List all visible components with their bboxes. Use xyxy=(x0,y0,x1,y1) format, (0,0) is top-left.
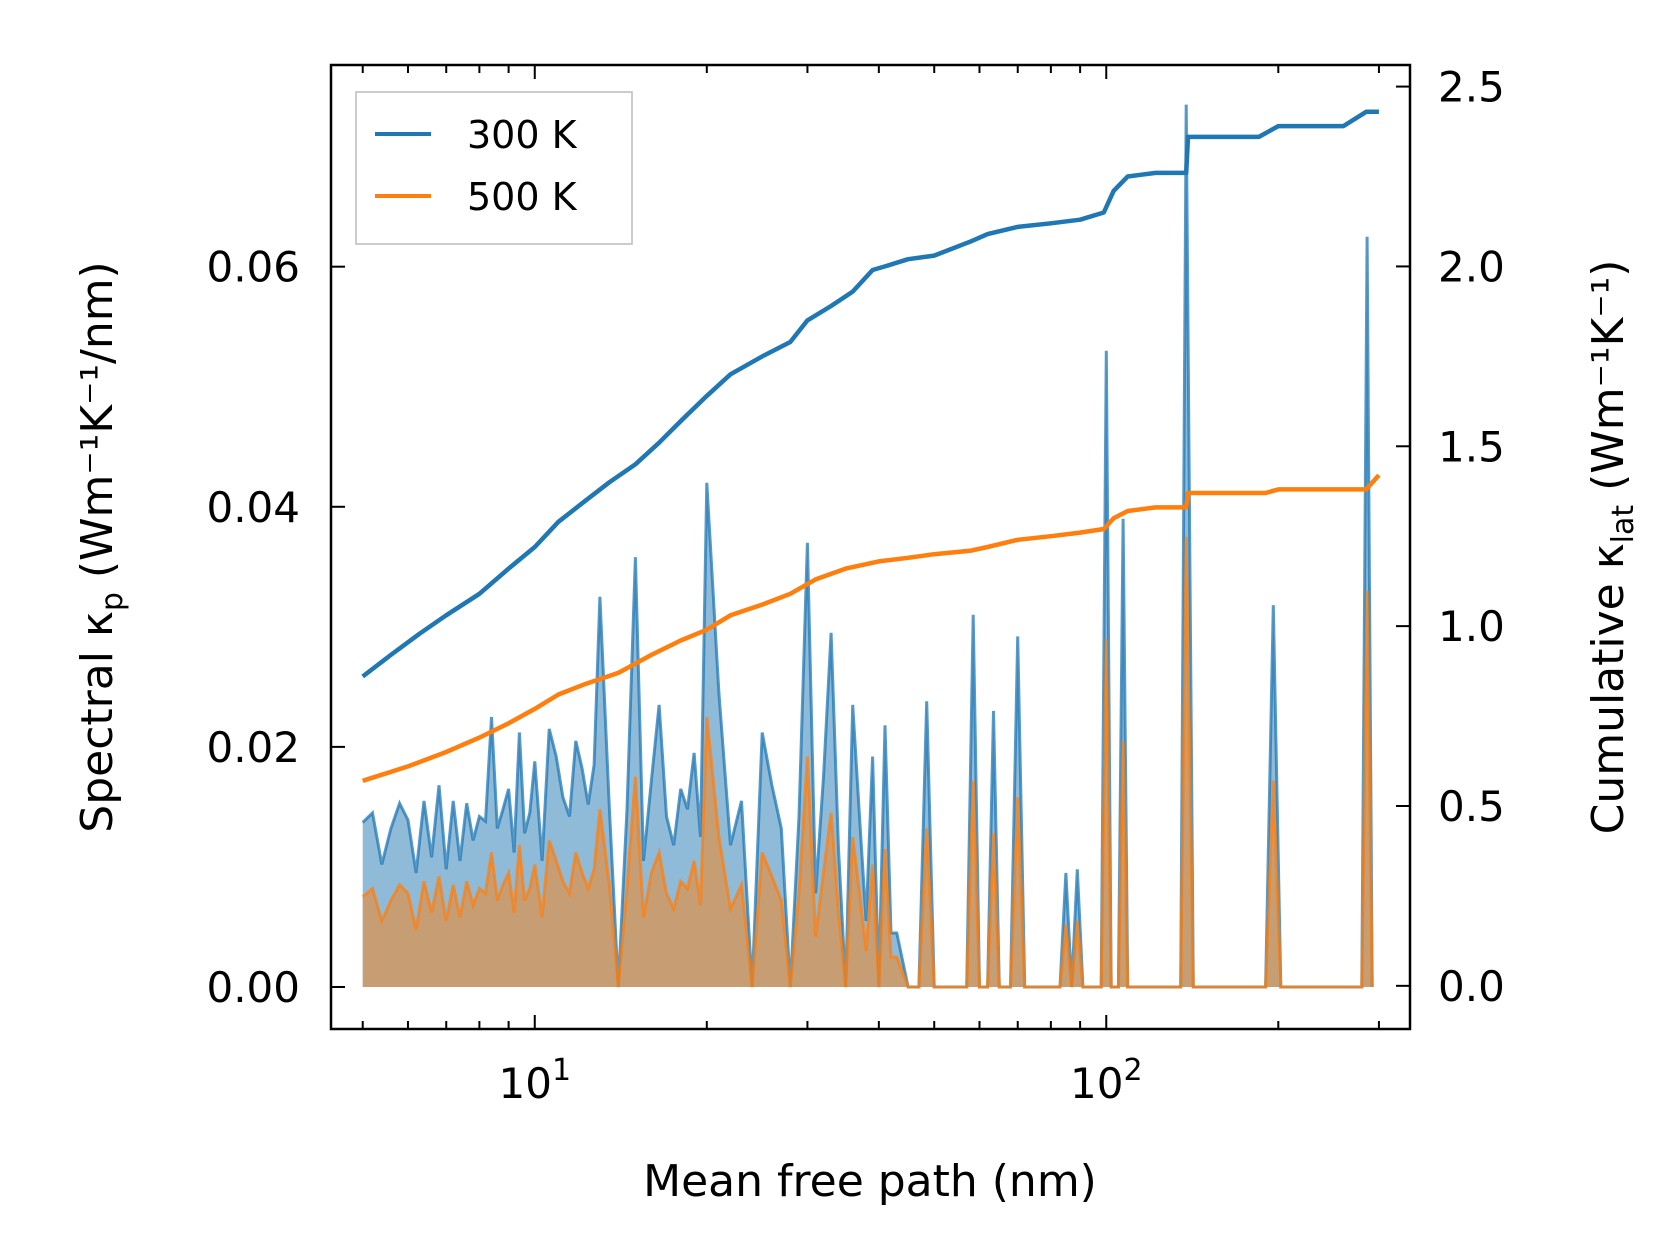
right-axis-title-sub: lat xyxy=(1606,505,1641,544)
left-axis-title-sub: p xyxy=(95,592,130,611)
y-right-tick-label: 1.0 xyxy=(1438,602,1505,651)
y-right-tick-label: 0.5 xyxy=(1438,782,1505,831)
spectral-area-500-k-spectral xyxy=(362,536,1373,987)
left-axis-title: Spectral κp (Wm⁻¹K⁻¹/nm) xyxy=(72,261,130,832)
legend-label-500k: 500 K xyxy=(467,175,578,219)
spectral-line-500-k-spectral xyxy=(361,536,1374,989)
left-axis-title-units: (Wm⁻¹K⁻¹/nm) xyxy=(72,261,123,592)
y-left-tick-label: 0.06 xyxy=(206,243,300,292)
legend-box xyxy=(355,91,633,245)
x-axis-title: Mean free path (nm) xyxy=(643,1156,1097,1207)
legend-label-300k: 300 K xyxy=(467,113,578,157)
ticks xyxy=(331,65,1410,1029)
cumulative-line-300-k xyxy=(361,109,1379,679)
plot-area xyxy=(361,104,1381,989)
cumulative-line-500-k xyxy=(362,473,1381,783)
right-axis-title-units: (Wm⁻¹K⁻¹) xyxy=(1583,260,1634,505)
plot-frame xyxy=(329,63,1412,1031)
y-right-tick-label: 2.0 xyxy=(1438,242,1505,291)
y-left-tick-label: 0.04 xyxy=(206,483,300,532)
y-right-tick-label: 2.5 xyxy=(1438,63,1505,112)
y-right-tick-label: 1.5 xyxy=(1438,422,1505,471)
svg-text:Cumulative κlat (Wm⁻¹K⁻¹): Cumulative κlat (Wm⁻¹K⁻¹) xyxy=(1583,260,1641,835)
y-left-tick-label: 0.00 xyxy=(206,963,300,1012)
y-left-tick-label: 0.02 xyxy=(206,723,300,772)
right-axis-title-prefix: Cumulative κ xyxy=(1583,543,1634,834)
legend: 300 K 500 K xyxy=(355,91,633,245)
right-axis-title: Cumulative κlat (Wm⁻¹K⁻¹) xyxy=(1583,260,1641,835)
svg-text:Spectral κp (Wm⁻¹K⁻¹/nm): Spectral κp (Wm⁻¹K⁻¹/nm) xyxy=(72,261,130,832)
left-axis-title-prefix: Spectral κ xyxy=(72,611,123,833)
x-tick-label-10: 101 xyxy=(499,1053,572,1108)
x-tick-label-100: 102 xyxy=(1070,1053,1143,1108)
y-right-tick-label: 0.0 xyxy=(1438,962,1505,1011)
